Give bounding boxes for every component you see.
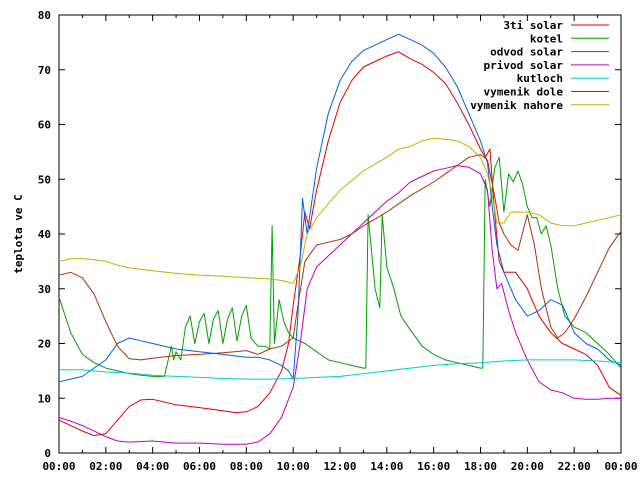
series-line-1 [58,156,622,377]
legend-label-1: kotel [530,32,563,45]
y-tick-label: 80 [38,9,51,22]
x-tick-label: 16:00 [417,460,450,473]
series-line-4 [59,359,622,380]
series-line-0 [58,51,622,436]
legend-label-5: vymenik dole [484,86,564,99]
y-tick-label: 70 [38,64,51,77]
series-line-5 [58,154,622,361]
x-tick-label: 22:00 [558,460,591,473]
x-tick-label: 00:00 [42,460,75,473]
x-tick-label: 06:00 [183,460,216,473]
x-tick-label: 10:00 [277,460,310,473]
legend-label-2: odvod solar [490,46,563,59]
y-tick-label: 10 [38,392,51,405]
y-tick-label: 40 [38,228,51,241]
legend-label-6: vymenik nahore [470,99,563,112]
x-tick-label: 18:00 [464,460,497,473]
axis-tick-labels: 0 10 20 30 40 50 60 70 80 00:00 02:00 04:00 06:00 08:… [38,9,638,473]
x-tick-label: 14:00 [370,460,403,473]
x-tick-label: 08:00 [230,460,263,473]
series-line-2 [58,33,622,383]
x-tick-label: 04:00 [136,460,169,473]
x-tick-label: 02:00 [89,460,122,473]
series-lines [58,33,622,445]
legend-label-3: privod solar [484,59,564,72]
y-tick-label: 0 [44,447,51,460]
legend-label-0: 3ti solar [503,19,563,32]
y-tick-label: 60 [38,119,51,132]
y-tick-label: 30 [38,283,51,296]
series-line-6 [58,137,622,284]
x-tick-label: 00:00 [604,460,637,473]
y-axis-label: teplota ve C [12,194,25,273]
series-line-3 [58,165,621,445]
y-tick-label: 20 [38,338,51,351]
x-tick-label: 12:00 [323,460,356,473]
legend-label-4: kutloch [517,72,563,85]
y-tick-label: 50 [38,173,51,186]
x-tick-label: 20:00 [511,460,544,473]
